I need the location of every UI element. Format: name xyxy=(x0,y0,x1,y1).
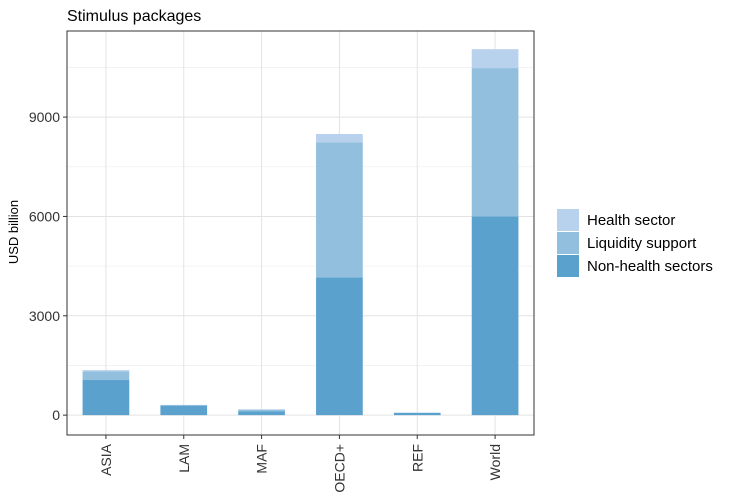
bar-MAF-non-health-sectors xyxy=(238,411,285,416)
bar-ASIA-health-sector xyxy=(82,370,130,372)
y-tick-label: 9000 xyxy=(29,109,60,125)
panel-border xyxy=(66,30,535,436)
bar-REF-non-health-sectors xyxy=(393,412,441,416)
panel-background xyxy=(67,31,534,435)
bar-MAF-liquidity-support xyxy=(238,409,285,412)
x-tick-label: OECD+ xyxy=(331,444,347,493)
plot-panel: 0 3000 6000 9000 ASIA LAM MAF OECD+ REF World xyxy=(29,30,535,493)
legend-label: Liquidity support xyxy=(587,235,697,252)
bar-ASIA-non-health-sectors xyxy=(82,380,130,416)
x-tick-label: ASIA xyxy=(98,443,114,476)
legend-key xyxy=(557,232,579,254)
bar-World-non-health-sectors xyxy=(471,216,519,416)
legend-key xyxy=(557,209,579,231)
y-tick-label: 0 xyxy=(52,407,60,423)
legend: Health sector Liquidity support Non-health… xyxy=(557,209,713,277)
bar-World-health-sector xyxy=(471,49,519,69)
bar-World-liquidity-support xyxy=(471,68,519,217)
x-tick-label: MAF xyxy=(254,444,270,474)
chart-title: Stimulus packages xyxy=(67,8,201,25)
x-tick-label: LAM xyxy=(176,444,192,473)
bar-OECD+-non-health-sectors xyxy=(316,277,363,416)
legend-key xyxy=(557,255,579,277)
bar-OECD+-health-sector xyxy=(316,133,363,143)
x-tick-label: REF xyxy=(409,444,425,472)
x-tick-label: World xyxy=(487,444,503,480)
bar-MAF-health-sector xyxy=(238,409,285,410)
legend-label: Health sector xyxy=(587,212,675,229)
y-tick-label: 6000 xyxy=(29,208,60,224)
y-tick-label: 3000 xyxy=(29,308,60,324)
y-axis-label: USD billion xyxy=(6,200,21,264)
bar-ASIA-liquidity-support xyxy=(82,371,130,381)
legend-label: Non-health sectors xyxy=(587,258,713,275)
bar-LAM-non-health-sectors xyxy=(160,405,208,416)
bar-OECD+-liquidity-support xyxy=(316,142,363,278)
